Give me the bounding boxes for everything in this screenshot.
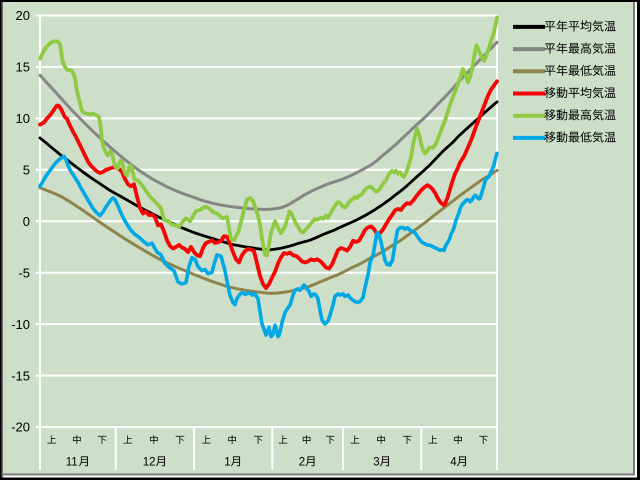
svg-text:-5: -5 [18,265,30,280]
svg-text:1: 1 [224,456,230,468]
svg-text:-10: -10 [11,317,30,332]
svg-text:15: 15 [16,60,30,75]
svg-text:20: 20 [16,8,30,23]
svg-text:3: 3 [373,456,379,468]
svg-text:-20: -20 [11,420,30,435]
svg-text:11: 11 [66,456,78,468]
svg-text:4: 4 [450,456,457,468]
svg-text:10: 10 [16,111,30,126]
svg-text:5: 5 [23,163,30,178]
svg-text:12: 12 [143,456,156,468]
svg-text:0: 0 [23,214,30,229]
svg-text:2: 2 [299,456,305,468]
svg-text:-15: -15 [11,368,30,383]
